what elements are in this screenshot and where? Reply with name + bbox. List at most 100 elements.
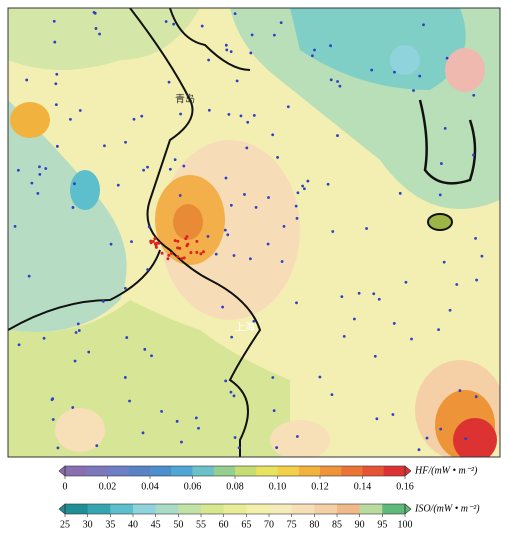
tick-label: 0.12 [311,481,329,492]
color-segment [87,504,111,514]
stations [13,10,484,452]
station [229,203,233,207]
station [313,48,316,52]
station [357,291,361,295]
station [55,144,59,148]
station [175,419,179,423]
station [36,191,40,195]
color-segment [171,466,193,476]
station [352,317,356,321]
station [201,250,205,254]
station [375,417,379,421]
tick-label: 100 [398,519,413,530]
station [30,181,34,185]
station [226,233,230,237]
station [94,27,98,30]
tick-label: 55 [196,519,206,530]
color-segment [246,504,270,514]
color-segment [201,504,224,514]
tick-label: 40 [128,519,138,530]
station [71,206,75,209]
tick-label: 0.06 [184,481,202,492]
station [295,301,298,305]
color-segment [213,466,236,476]
station [95,444,99,448]
station [13,224,17,228]
station [179,112,183,116]
station [151,239,155,243]
colorbar-label: HF/(mW • m⁻²) [414,465,478,476]
station [254,205,258,209]
station [266,242,270,246]
station [412,89,415,92]
station [338,84,342,88]
station [232,254,236,257]
station [103,144,106,148]
zone [8,100,127,332]
station [157,241,161,245]
tick-label: 0.14 [354,481,372,492]
station [306,179,310,183]
tick-label: 0.02 [99,481,117,492]
station [224,379,228,383]
station [336,134,339,137]
station [53,40,57,44]
station [200,24,204,28]
station [230,335,234,339]
river [8,249,161,331]
station [295,216,299,220]
station [243,193,246,196]
color-segment [277,466,300,476]
station [272,33,276,37]
color-segment [382,504,406,514]
coastline [129,8,262,457]
station [252,114,256,117]
station [54,82,58,86]
station [464,437,468,441]
station [249,51,253,55]
color-segment [337,504,360,514]
station [140,114,144,118]
station [248,257,252,261]
place-label: 上海 [235,320,255,333]
station [214,252,218,256]
station [443,126,447,130]
station [250,33,254,37]
station [438,193,442,197]
station [169,251,173,255]
zone [290,8,466,90]
arrow-end [58,503,66,515]
color-segment [298,466,321,476]
station [392,322,396,325]
station [207,58,211,62]
arrow-end [58,465,66,477]
color-segment [269,504,292,514]
station [377,297,381,301]
station [146,268,150,271]
station [168,167,172,171]
station [50,398,54,402]
tick-label: 0 [63,481,68,492]
tick-label: 50 [173,519,183,530]
station [224,176,228,180]
station [223,228,227,232]
station [472,153,475,157]
station [286,105,290,109]
station [437,328,440,332]
station [472,93,476,97]
station [295,435,299,438]
station [303,187,306,191]
station [132,117,136,121]
station [98,32,101,36]
station [393,70,396,74]
arrow-end [404,465,412,477]
coastline [418,99,477,185]
zone [445,48,485,92]
station [124,140,127,144]
station [42,336,46,340]
station [311,54,314,58]
station [271,376,275,379]
color-segment [65,466,87,476]
station [194,416,198,420]
zone [70,170,100,210]
